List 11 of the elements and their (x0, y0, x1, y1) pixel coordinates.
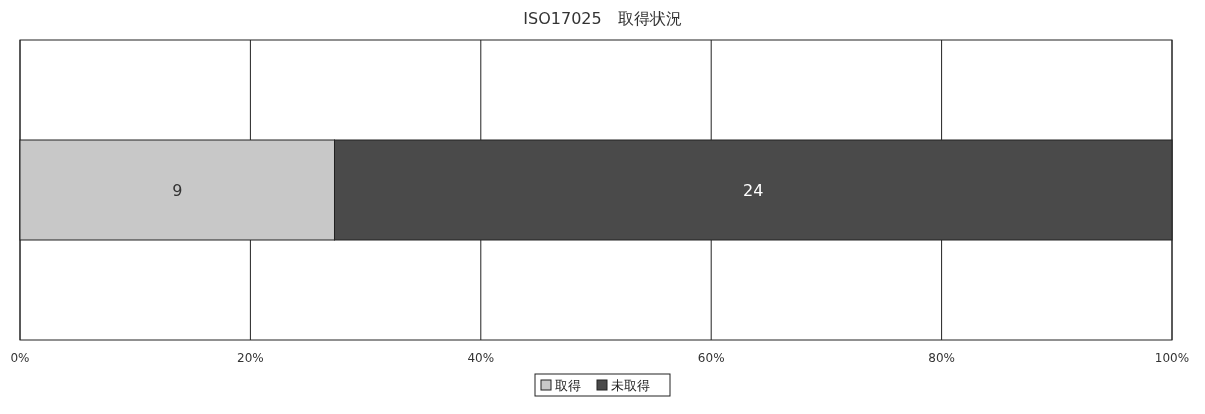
x-tick-label: 40% (467, 351, 495, 365)
legend-label: 取得 (555, 378, 581, 393)
x-tick-label: 80% (928, 351, 955, 365)
x-tick-label: 60% (697, 351, 725, 365)
legend-label: 未取得 (611, 378, 650, 393)
annotation: 9 (172, 181, 183, 200)
x-tick-label: 100% (1154, 351, 1190, 365)
x-tick-label: 0% (10, 351, 30, 365)
x-tick-label: 20% (237, 351, 264, 365)
annotation: 24 (743, 181, 764, 200)
chart-title: ISO17025 取得状況 (523, 9, 682, 28)
